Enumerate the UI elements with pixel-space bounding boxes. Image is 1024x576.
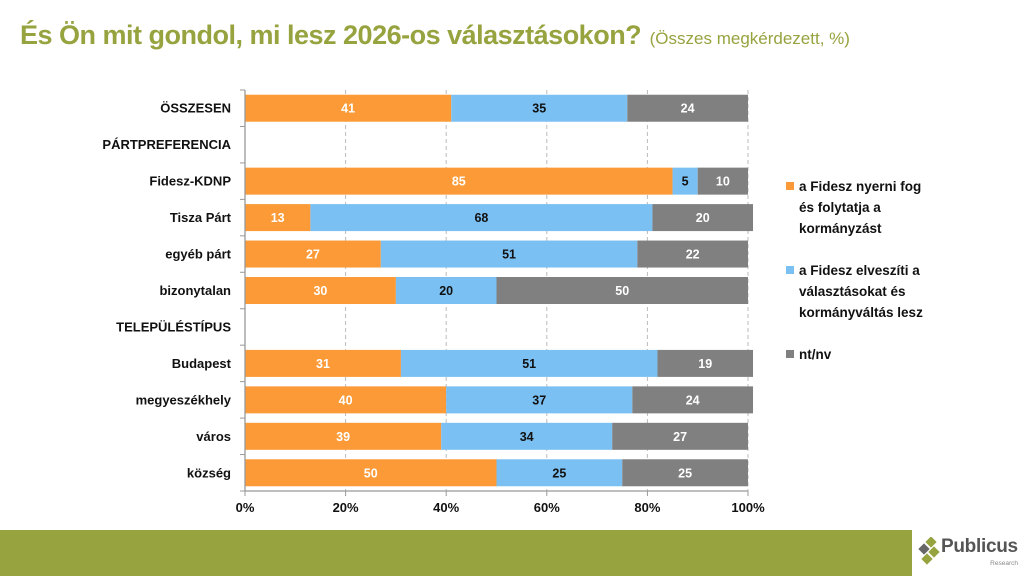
bar-segment [245,167,673,195]
bar-segment [612,422,748,450]
data-label: 22 [686,248,700,262]
category-label: Fidesz-KDNP [149,174,231,189]
bar-segment [496,459,623,487]
bar-segment [245,459,497,487]
data-label: 5 [682,175,689,189]
category-label: község [187,465,231,480]
category-label: PÁRTPREFERENCIA [102,137,231,152]
bar-segment [446,386,633,414]
data-label: 51 [522,357,536,371]
bar-segment [245,386,447,414]
legend-label-line: választásokat és [799,284,906,299]
data-label: 25 [678,466,692,480]
bar-segment [400,349,658,377]
category-label: város [196,429,231,444]
stacked-bar-chart: 41 35 24 85 5 10 13 68 20 27 51 22 30 20 50 31 51 19 40 37 2… [102,89,765,515]
bar-segment [496,277,748,304]
legend-label-line: a Fidesz elveszíti a [799,263,920,278]
publicus-logo: Publicus Research [916,533,1024,573]
category-label: megyeszékhely [136,392,232,407]
data-label: 19 [698,357,712,371]
bar-segment [245,240,381,268]
logo-subtext: Research [990,560,1018,567]
bar-segment [627,94,748,122]
legend-label-line: kormányzást [799,221,882,236]
legend-label-line: kormányváltás lesz [799,305,923,320]
axes [240,89,749,496]
grid-lines [345,90,749,491]
bar-segment [672,167,698,195]
legend-swatch-orange [786,182,794,190]
data-label: 50 [364,466,378,480]
data-label: 50 [615,284,629,298]
bar-segment [245,349,401,377]
legend-label-line: és folytatja a [799,200,881,215]
data-label: 35 [532,102,546,116]
x-tick-label: 100% [731,500,765,515]
category-label: Tisza Párt [170,210,232,225]
x-tick-label: 0% [236,500,255,515]
legend-swatch-gray [786,350,794,358]
x-tick-label: 60% [534,500,560,515]
category-label: Budapest [172,356,232,371]
bar-segment [441,422,613,450]
data-label: 27 [673,430,687,444]
category-label: egyéb párt [165,247,231,262]
data-label: 37 [532,393,546,407]
data-label: 85 [452,175,466,189]
legend-swatch-blue [786,266,794,274]
chart-title: És Ön mit gondol, mi lesz 2026-os válasz… [20,20,642,50]
bar-segment [652,204,754,232]
bar-segment [632,386,754,414]
category-label: ÖSSZESEN [160,101,231,116]
bar-segment [637,240,748,268]
data-label: 41 [341,102,355,116]
legend-item-fidesz-loses: a Fidesz elveszíti a választásokat és ko… [786,260,986,323]
bar-segment [451,94,628,122]
chart-title-block: És Ön mit gondol, mi lesz 2026-os válasz… [20,20,850,51]
bar-segment [245,204,311,232]
bar-segment [380,240,638,268]
legend-label-line: nt/nv [799,347,832,362]
legend-item-nt-nv: nt/nv [786,344,986,365]
data-label: 34 [520,430,534,444]
data-label: 24 [681,102,695,116]
category-label: bizonytalan [159,283,231,298]
data-label: 10 [716,175,730,189]
data-label: 20 [439,284,453,298]
legend-label-line: a Fidesz nyerni fog [799,179,922,194]
logo-text: Publicus [941,536,1018,557]
bar-segment [697,167,748,195]
x-tick-label: 20% [333,500,359,515]
legend: a Fidesz nyerni fog és folytatja a kormá… [786,176,986,365]
data-label: 25 [552,466,566,480]
bar-segment [395,277,497,304]
bar-segment [310,204,653,232]
category-label: TELEPÜLÉSTÍPUS [116,319,231,334]
bar-segment [245,94,452,122]
data-label: 31 [316,357,330,371]
logo-diamonds-icon [918,537,940,565]
legend-item-fidesz-wins: a Fidesz nyerni fog és folytatja a kormá… [786,176,986,239]
data-label: 13 [271,211,285,225]
bar-segment [657,349,754,377]
footer-band [0,530,912,576]
data-label: 68 [474,211,488,225]
x-tick-label: 80% [634,500,660,515]
data-label: 39 [336,430,350,444]
data-label: 51 [502,248,516,262]
category-labels: ÖSSZESEN PÁRTPREFERENCIA Fidesz-KDNP Tisza … [102,101,231,481]
data-label: 30 [313,284,327,298]
chart-subtitle: (Összes megkérdezett, %) [649,29,850,48]
data-label: 40 [339,393,353,407]
bars: 41 35 24 85 5 10 13 68 20 27 51 22 30 20 50 31 51 19 40 37 2… [245,94,754,487]
bar-segment [245,422,442,450]
tick-labels: 0% 20% 40% 60% 80% 100% [236,500,765,515]
x-tick-label: 40% [433,500,459,515]
data-label: 24 [686,393,700,407]
data-label: 20 [696,211,710,225]
bar-segment [622,459,748,487]
bar-segment [245,277,396,304]
data-label: 27 [306,248,320,262]
